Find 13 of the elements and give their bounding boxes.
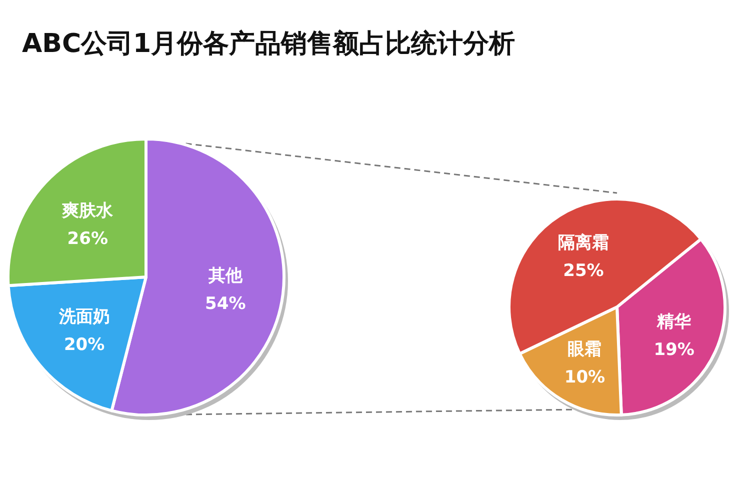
data-label: 19% xyxy=(654,340,694,360)
slice-label: 精华 xyxy=(656,312,692,332)
data-label: 54% xyxy=(205,294,246,314)
slice-label: 爽肤水 xyxy=(62,201,114,222)
slice-label: 隔离霜 xyxy=(558,233,609,254)
data-label: 26% xyxy=(67,229,108,250)
slice-label: 眼霜 xyxy=(568,340,602,360)
data-label: 20% xyxy=(64,335,105,356)
chart-title: ABC公司1月份各产品销售额占比统计分析 xyxy=(22,29,516,59)
slice-label: 其他 xyxy=(207,266,244,286)
data-label: 10% xyxy=(564,368,606,388)
slice-label: 洗面奶 xyxy=(58,307,110,328)
data-label: 25% xyxy=(563,261,604,282)
